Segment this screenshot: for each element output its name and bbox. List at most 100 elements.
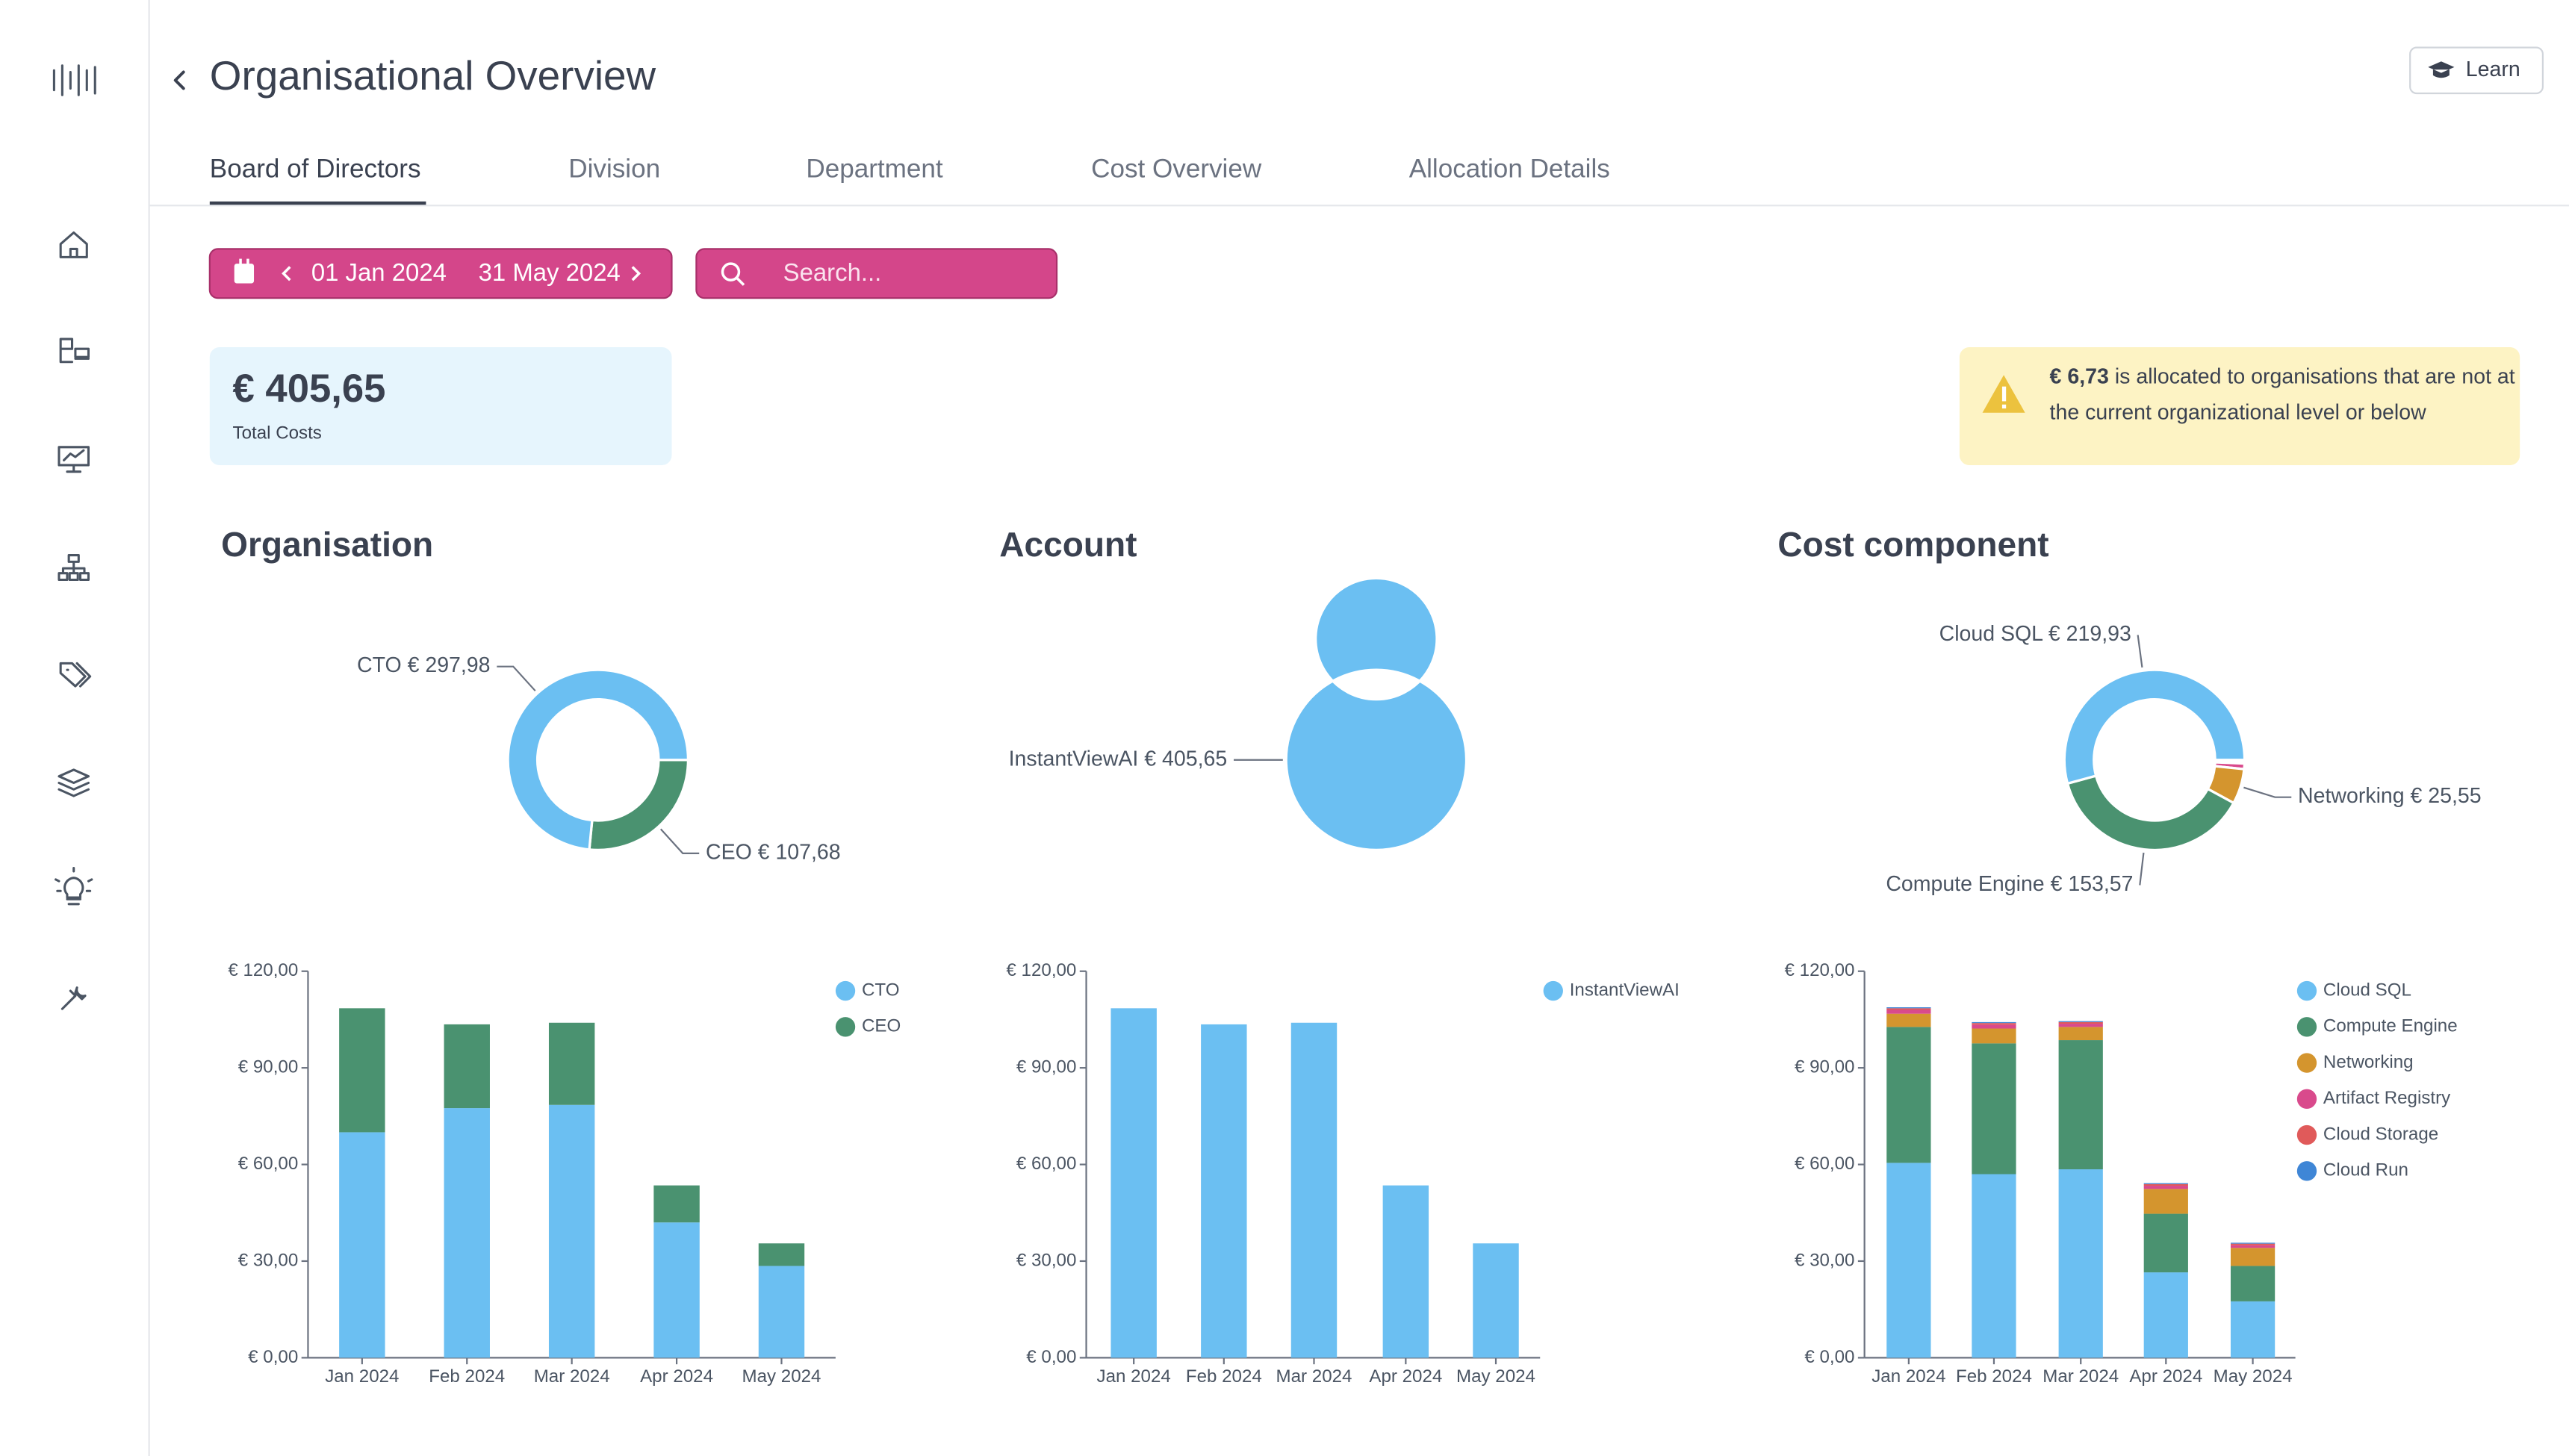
bar-segment [339, 1132, 385, 1358]
leader-line [2139, 852, 2145, 886]
date-next[interactable] [631, 266, 642, 281]
legend-label: CEO [862, 1016, 901, 1036]
bar-segment [444, 1108, 490, 1358]
x-tick-label: May 2024 [2214, 1366, 2293, 1387]
bar-segment [2058, 1169, 2103, 1358]
bar-segment [548, 1022, 595, 1105]
nav-settings[interactable] [60, 986, 87, 1010]
bar-segment [1886, 1163, 1931, 1358]
y-tick-label: € 90,00 [1016, 1057, 1077, 1077]
date-from[interactable]: 01 Jan 2024 [311, 258, 447, 286]
legend-label: Cloud Storage [2323, 1124, 2438, 1144]
date-range-picker[interactable] [208, 248, 673, 299]
bar-segment [2230, 1248, 2276, 1266]
bar-segment [1972, 1023, 2016, 1025]
notice-text: € 6,73 is allocated to organisations tha… [2050, 358, 2517, 431]
x-tick-label: Mar 2024 [2043, 1366, 2119, 1387]
legend-swatch [835, 980, 856, 1001]
tab[interactable]: Department [806, 154, 943, 183]
donut-label: CTO € 297,98 [357, 653, 491, 677]
search-placeholder[interactable]: Search... [783, 258, 882, 286]
bar-segment [1110, 1008, 1157, 1358]
x-tick-label: Feb 2024 [1186, 1366, 1262, 1387]
notice-message: is allocated to organisations that are n… [2049, 363, 2515, 425]
legend-label: Artifact Registry [2323, 1088, 2451, 1108]
y-tick-label: € 60,00 [238, 1154, 299, 1174]
y-tick-label: € 120,00 [1006, 960, 1076, 980]
bar-segment [1972, 1174, 2016, 1358]
tab[interactable]: Cost Overview [1091, 154, 1262, 183]
chart-section: Organisation CEO € 107,68 CTO € 297,98 € 0,… [221, 525, 901, 1387]
legend-swatch [2296, 1089, 2317, 1109]
nav-hierarchy[interactable] [59, 337, 90, 364]
y-tick-label: € 0,00 [1804, 1347, 1854, 1367]
bar-segment [1886, 1009, 1931, 1014]
chart-section: Account InstantViewAI € 405,65 € 0,00 € 30,… [999, 525, 1680, 1387]
x-tick-label: Jan 2024 [325, 1366, 399, 1387]
section-title: Cost component [1777, 525, 2048, 564]
bar-segment [1382, 1185, 1429, 1358]
donut-label: CEO € 107,68 [706, 840, 841, 864]
bar-segment [1972, 1028, 2016, 1044]
y-tick-label: € 0,00 [1026, 1347, 1076, 1367]
x-tick-label: Apr 2024 [1369, 1366, 1442, 1387]
tab[interactable]: Division [568, 154, 660, 183]
y-tick-label: € 30,00 [1016, 1250, 1077, 1270]
warning-icon [1982, 375, 2025, 413]
nav-home[interactable] [59, 231, 88, 258]
legend-label: Networking [2323, 1052, 2414, 1072]
notice-amount: € 6,73 [2049, 363, 2109, 388]
x-tick-label: Mar 2024 [534, 1366, 610, 1387]
legend-label: Cloud SQL [2323, 980, 2411, 1000]
legend-swatch [2296, 980, 2317, 1001]
bar-segment [2058, 1040, 2103, 1170]
nav-tags[interactable] [59, 662, 92, 688]
notice-body: € 6,73 is allocated to organisations tha… [2050, 358, 2517, 431]
bar-segment [2230, 1301, 2276, 1358]
bar-segment [1972, 1043, 2016, 1175]
logo [52, 64, 96, 96]
nav-layers[interactable] [58, 768, 90, 797]
legend-label: Cloud Run [2323, 1160, 2408, 1180]
bar-segment [758, 1243, 805, 1266]
bar-segment [1886, 1007, 1931, 1009]
leader-line [497, 665, 536, 691]
back-button[interactable] [173, 70, 185, 90]
nav-insights[interactable] [55, 867, 93, 906]
learn-label[interactable]: Learn [2466, 57, 2520, 81]
search-box[interactable] [695, 248, 1058, 299]
date-prev[interactable] [282, 266, 291, 281]
bar-segment [653, 1185, 700, 1223]
total-label: Total Costs [233, 423, 322, 444]
bar-segment [444, 1024, 490, 1109]
bar-segment [1290, 1022, 1338, 1358]
section-title: Account [999, 525, 1137, 564]
bar-segment [2230, 1266, 2276, 1301]
x-tick-label: Mar 2024 [1276, 1366, 1352, 1387]
bar-segment [2058, 1027, 2103, 1041]
x-tick-label: Feb 2024 [429, 1366, 505, 1387]
calendar-icon [234, 258, 255, 284]
date-to[interactable]: 31 May 2024 [479, 258, 621, 286]
bar-segment [653, 1222, 700, 1358]
legend-label: InstantViewAI [1570, 980, 1680, 1000]
leader-line [2243, 786, 2292, 798]
donut-label: Cloud SQL € 219,93 [1939, 622, 2131, 646]
learn-button[interactable] [2409, 46, 2544, 95]
donut-label: InstantViewAI € 405,65 [1009, 747, 1228, 771]
charts: Organisation CEO € 107,68 CTO € 297,98 € 0,… [221, 525, 2481, 1387]
tab[interactable]: Board of Directors [210, 154, 421, 183]
bar-segment [2143, 1213, 2188, 1273]
bar-segment [548, 1104, 595, 1358]
y-tick-label: € 120,00 [1785, 960, 1855, 980]
nav-org[interactable] [58, 554, 90, 582]
tab[interactable]: Allocation Details [1409, 154, 1610, 183]
legend-label: CTO [862, 980, 900, 1000]
chart-section: Cost component Networking € 25,55 Compute … [1777, 525, 2481, 1387]
tabs: Board of Directors Division Department Cost… [209, 154, 1610, 205]
bar-segment [1473, 1243, 1519, 1358]
x-tick-label: Jan 2024 [1097, 1366, 1171, 1387]
nav-dashboard[interactable] [58, 446, 90, 473]
bar-segment [1886, 1027, 1931, 1163]
page-title: Organisational Overview [210, 52, 656, 99]
